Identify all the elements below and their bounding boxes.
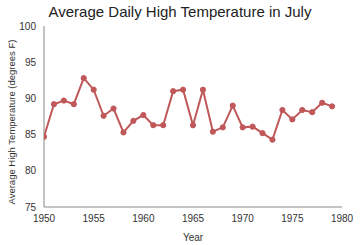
svg-text:1960: 1960 xyxy=(132,213,155,224)
svg-text:Average High Temperature (degr: Average High Temperature (degrees F) xyxy=(8,40,17,205)
svg-text:1955: 1955 xyxy=(83,213,106,224)
svg-text:Year: Year xyxy=(183,232,204,243)
svg-text:1950: 1950 xyxy=(33,213,56,224)
svg-text:85: 85 xyxy=(25,129,37,140)
html-text:Average Daily High Temperature: Average Daily High Temperature in July xyxy=(48,3,312,20)
svg-text:1975: 1975 xyxy=(281,213,304,224)
svg-text:75: 75 xyxy=(25,202,37,213)
svg-text:1970: 1970 xyxy=(232,213,255,224)
svg-text:100: 100 xyxy=(19,21,36,32)
svg-text:95: 95 xyxy=(25,57,37,68)
svg-text:80: 80 xyxy=(25,165,37,176)
svg-text:1980: 1980 xyxy=(331,213,352,224)
svg-text:1965: 1965 xyxy=(182,213,205,224)
svg-text:90: 90 xyxy=(25,93,37,104)
